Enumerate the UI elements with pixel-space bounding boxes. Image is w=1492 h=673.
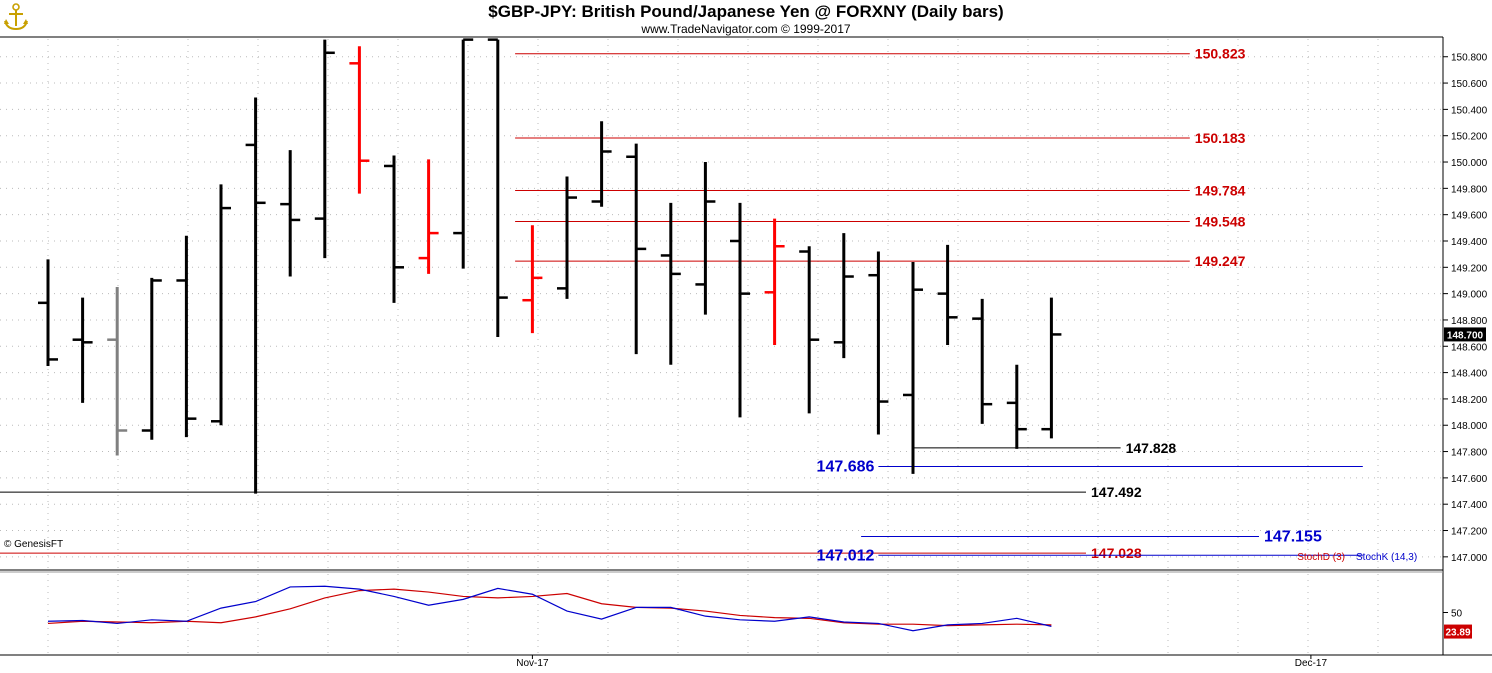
credit-label: © GenesisFT xyxy=(4,539,63,550)
y-tick-label: 148.000 xyxy=(1451,421,1488,432)
y-tick-label: 148.800 xyxy=(1451,316,1488,327)
ohlc-bar xyxy=(280,150,301,277)
stoch-value-label: 23.89 xyxy=(1445,628,1470,639)
ohlc-bar xyxy=(764,218,785,345)
level-label: 150.183 xyxy=(1195,130,1246,146)
ohlc-bar xyxy=(211,184,231,426)
header: $GBP-JPY: British Pound/Japanese Yen @ F… xyxy=(4,2,1004,36)
y-tick-label: 150.600 xyxy=(1451,79,1488,90)
y-tick-label: 147.200 xyxy=(1451,527,1488,538)
price-grid xyxy=(0,39,1443,568)
price-levels: 150.823 150.183 149.784 149.548 149.247 147.8… xyxy=(0,46,1363,564)
stoch-grid xyxy=(47,574,1379,653)
ohlc-bar xyxy=(107,287,128,456)
current-price-label: 148.700 xyxy=(1447,330,1484,341)
stochastic-lines xyxy=(47,585,1052,632)
y-tick-label: 150.200 xyxy=(1451,132,1488,143)
ohlc-bar xyxy=(591,121,612,207)
ohlc-bar xyxy=(730,202,750,418)
y-tick-label: 149.400 xyxy=(1451,237,1488,248)
ohlc-bar xyxy=(314,39,335,259)
y-tick-label: 150.000 xyxy=(1451,158,1488,169)
ohlc-bar xyxy=(487,38,508,338)
level-label: 149.247 xyxy=(1195,253,1246,269)
y-tick-label: 149.600 xyxy=(1451,211,1488,222)
level-label: 147.028 xyxy=(1091,545,1142,561)
ohlc-bar xyxy=(418,159,439,274)
ohlc-bar xyxy=(349,46,370,194)
level-label: 147.155 xyxy=(1264,528,1322,545)
level-label: 147.686 xyxy=(817,459,875,476)
y-tick-label: 149.800 xyxy=(1451,184,1488,195)
legend-stoch-d: StochD (3) xyxy=(1297,552,1345,563)
y-tick-label: 148.600 xyxy=(1451,342,1488,353)
level-label: 147.492 xyxy=(1091,484,1142,500)
ohlc-bar xyxy=(903,262,923,474)
level-label: 147.012 xyxy=(817,547,875,564)
ohlc-bar xyxy=(660,202,681,365)
x-tick-label: Dec-17 xyxy=(1295,658,1328,669)
current-price-badge xyxy=(1444,327,1486,342)
chart-title: $GBP-JPY: British Pound/Japanese Yen @ F… xyxy=(488,2,1003,21)
ohlc-bar xyxy=(557,176,577,299)
ohlc-bar xyxy=(799,246,820,414)
ohlc-bar xyxy=(453,38,474,269)
ohlc-bar xyxy=(1006,364,1027,449)
level-label: 149.784 xyxy=(1195,182,1246,198)
legend-stoch-k: StochK (14,3) xyxy=(1356,552,1417,563)
y-tick-label: 147.000 xyxy=(1451,553,1488,564)
ohlc-bar xyxy=(141,277,162,440)
level-label: 147.828 xyxy=(1126,440,1177,456)
y-tick-label: 50 xyxy=(1451,609,1463,620)
y-tick-label: 147.600 xyxy=(1451,474,1488,485)
ohlc-bar xyxy=(522,225,543,334)
ohlc-bar xyxy=(695,162,716,315)
stoch-series-line xyxy=(47,585,1052,632)
level-label: 150.823 xyxy=(1195,46,1246,62)
ohlc-bar xyxy=(972,298,993,424)
stoch-series-line xyxy=(47,588,1052,627)
ohlc-bar xyxy=(1041,297,1062,439)
y-tick-label: 150.800 xyxy=(1451,53,1488,64)
ohlc-bar xyxy=(72,297,93,403)
y-tick-label: 147.400 xyxy=(1451,500,1488,511)
y-tick-label: 149.200 xyxy=(1451,263,1488,274)
ohlc-bar xyxy=(937,244,958,345)
price-bars xyxy=(38,38,1062,494)
y-tick-label: 148.400 xyxy=(1451,369,1488,380)
anchor-logo-icon[interactable] xyxy=(4,3,28,31)
y-tick-label: 149.000 xyxy=(1451,290,1488,301)
panel-frames xyxy=(0,36,1492,656)
x-tick-label: Nov-17 xyxy=(516,658,549,669)
ohlc-bar xyxy=(868,251,889,435)
chart-subtitle: www.TradeNavigator.com © 1999-2017 xyxy=(640,22,850,36)
y-tick-label: 150.400 xyxy=(1451,105,1488,116)
ohlc-bar xyxy=(38,259,58,367)
y-tick-label: 147.800 xyxy=(1451,448,1488,459)
price-y-axis: 150.800 150.600 150.400 150.200 150.000 149.8… xyxy=(1443,53,1488,564)
stoch-value-badge xyxy=(1444,624,1472,639)
ohlc-bar xyxy=(833,233,854,359)
stochastic-legend: StochD (3) StochK (14,3) xyxy=(1297,552,1417,563)
level-label: 149.548 xyxy=(1195,214,1246,230)
ohlc-bar xyxy=(176,235,197,438)
y-tick-label: 148.200 xyxy=(1451,395,1488,406)
stochastic-y-axis: 50 23.89 xyxy=(1443,609,1472,639)
ohlc-bar xyxy=(245,97,266,494)
ohlc-bar xyxy=(384,155,404,303)
ohlc-bar xyxy=(626,143,647,355)
x-axis: Nov-17 Dec-17 xyxy=(516,655,1327,669)
